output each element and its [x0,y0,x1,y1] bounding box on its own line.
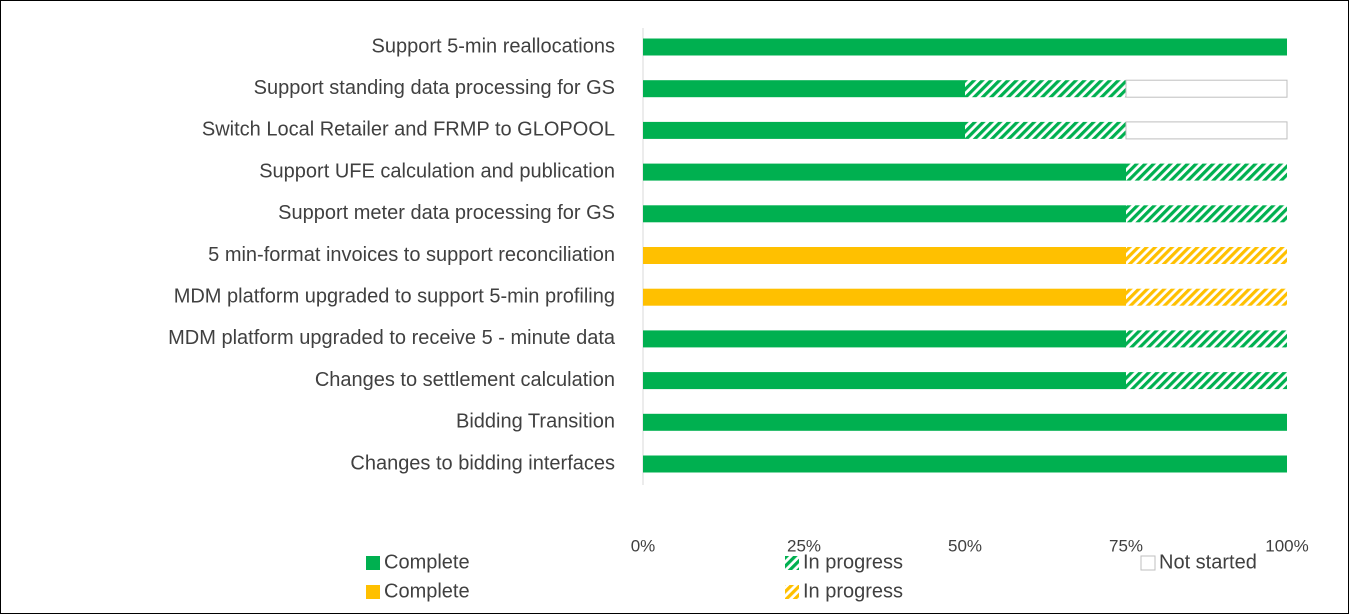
bar-segment [643,121,965,139]
bar-segment [1126,288,1287,306]
legend-label: In progress [803,551,903,573]
category-label: MDM platform upgraded to receive 5 - min… [168,327,616,349]
category-label: 5 min-format invoices to support reconci… [208,244,615,266]
bar-segment [643,163,1126,181]
category-label: Support standing data processing for GS [254,77,615,99]
bar-segment [1126,330,1287,348]
x-tick-label: 25% [787,536,821,555]
bar-segment [643,80,965,98]
category-label: Switch Local Retailer and FRMP to GLOPOO… [202,119,615,141]
bar-segment [1126,247,1287,264]
bar-segment [643,247,1126,264]
legend-label: Complete [384,551,470,573]
legend-swatch [366,556,380,570]
legend-label: Complete [384,580,470,602]
category-label: Changes to settlement calculation [315,369,615,391]
bar-segment [643,455,1287,473]
x-tick-label: 75% [1109,536,1143,555]
legend-label: Not started [1159,551,1257,573]
category-label: Support UFE calculation and publication [259,160,615,182]
bar-segment [1126,205,1287,223]
bar-segment [1125,121,1288,140]
legend-label: In progress [803,580,903,602]
legend-swatch [785,556,799,570]
x-tick-label: 50% [948,536,982,555]
legend-swatch [1140,555,1156,571]
bar-segment [1126,163,1287,181]
category-label: Bidding Transition [456,411,615,433]
bar-segment [643,38,1287,56]
x-tick-label: 0% [631,536,656,555]
bar-segment [643,205,1126,223]
bar-segment [643,372,1126,390]
bar-segment [1125,79,1288,98]
legend-swatch [785,585,799,599]
category-label: Support meter data processing for GS [278,202,615,224]
legend-swatch [366,585,380,599]
category-label: MDM platform upgraded to support 5-min p… [174,285,615,307]
bar-segment [643,288,1126,306]
bar-segment [1126,372,1287,390]
bar-segment [643,413,1287,431]
x-tick-label: 100% [1265,536,1308,555]
bar-segment [643,330,1126,348]
category-label: Changes to bidding interfaces [350,452,615,474]
bar-segment [965,121,1126,139]
bar-segment [965,80,1126,98]
category-label: Support 5-min reallocations [372,35,615,57]
